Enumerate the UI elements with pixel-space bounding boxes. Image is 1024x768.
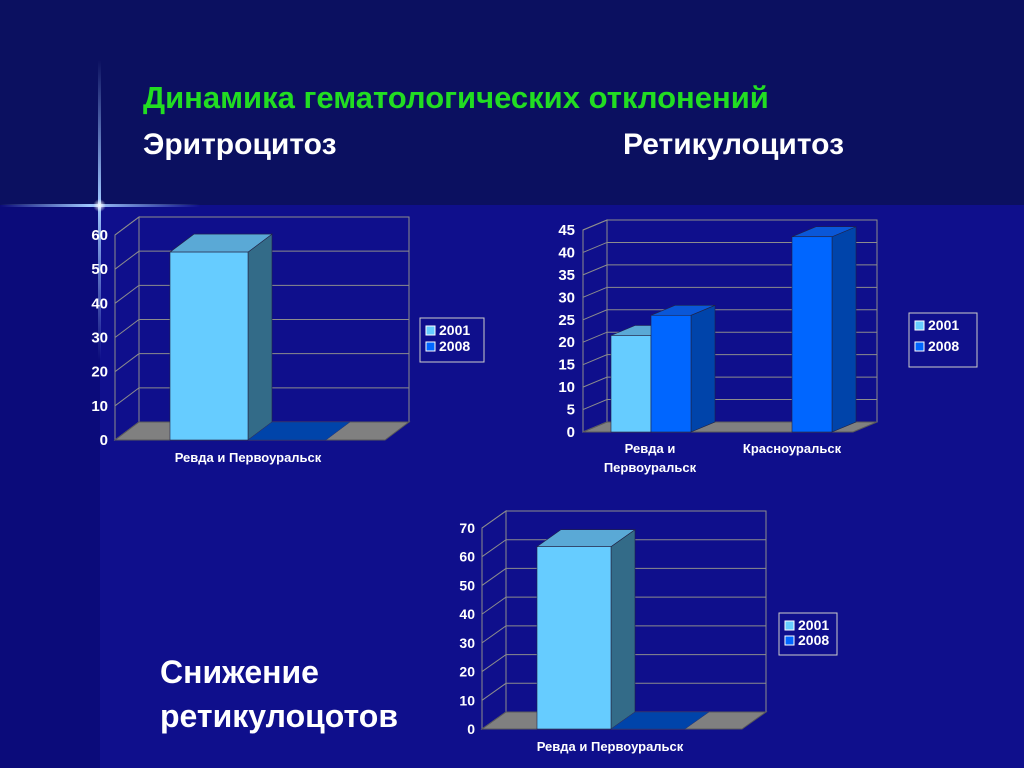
legend-label-2001: 2001 [798, 617, 829, 633]
y-tick-label: 60 [459, 549, 475, 565]
y-tick-label: 20 [459, 664, 475, 680]
category-label: Ревда и Первоуральск [175, 450, 322, 465]
gridline [114, 353, 409, 373]
gridline [114, 250, 409, 270]
y-tick-label: 20 [91, 364, 108, 381]
gridline [582, 376, 877, 388]
y-tick-label: 25 [558, 312, 575, 329]
category-label: Ревда и [625, 441, 676, 456]
y-tick-label: 5 [567, 402, 575, 419]
subtitle-reticulocytosis: Ретикулоцитоз [623, 128, 845, 161]
gridline [582, 241, 877, 253]
legend-swatch-2001 [784, 620, 795, 631]
legend-swatch-2008 [784, 635, 795, 646]
legend-label-2008: 2008 [439, 338, 470, 354]
light-star-decoration [93, 199, 106, 212]
category-label: Первоуральск [604, 460, 697, 475]
y-tick-label: 30 [91, 330, 108, 347]
legend-label-2001: 2001 [439, 322, 470, 338]
legend-box [419, 317, 485, 363]
gridline [481, 510, 766, 529]
legend-swatch-2001 [425, 325, 436, 336]
bar-2001-side [610, 529, 636, 730]
gridline [582, 399, 877, 411]
y-tick-label: 40 [459, 606, 475, 622]
y-tick-label: 20 [558, 334, 575, 351]
gridline [114, 216, 409, 236]
y-tick-label: 0 [100, 432, 108, 449]
gridline [114, 319, 409, 338]
y-tick-label: 10 [459, 692, 475, 708]
background-top-band [0, 0, 1024, 205]
y-tick-label: 30 [558, 289, 575, 306]
gridline [582, 264, 877, 276]
bar-2008 [650, 314, 692, 433]
background-left-band [0, 205, 100, 768]
y-tick-label: 40 [91, 295, 108, 312]
slide-title: Динамика гематологических отклонений [143, 80, 769, 115]
bar-2008-flat [247, 421, 351, 441]
legend-swatch-2001 [914, 320, 925, 331]
legend-label-2008: 2008 [928, 338, 959, 354]
legend-swatch-2008 [425, 341, 436, 352]
y-tick-label: 10 [558, 379, 575, 396]
category-label: Красноуральск [743, 441, 842, 456]
y-tick-label: 0 [467, 721, 475, 737]
gridline [481, 596, 766, 615]
y-tick-label: 45 [558, 222, 575, 239]
y-tick-label: 15 [558, 357, 575, 374]
subtitle-erythrocytosis: Эритроцитоз [143, 128, 337, 161]
gridline [481, 654, 766, 672]
legend-box [778, 612, 838, 656]
gridline [582, 331, 877, 343]
gridline [582, 309, 877, 321]
legend-box [908, 312, 978, 368]
y-tick-label: 50 [459, 577, 475, 593]
y-tick-label: 30 [459, 635, 475, 651]
plot-side-wall [481, 510, 507, 730]
gridline [481, 567, 766, 586]
y-tick-label: 35 [558, 267, 575, 284]
y-tick-label: 0 [567, 424, 575, 441]
gridline [582, 354, 877, 366]
note-line-2: ретикулоцотов [160, 698, 398, 734]
category-label: Ревда и Первоуральск [537, 739, 684, 754]
y-tick-label: 10 [91, 398, 108, 415]
gridline [582, 219, 877, 231]
bar-2001 [169, 251, 249, 441]
gridline [481, 682, 766, 701]
y-tick-label: 40 [558, 244, 575, 261]
gridline [582, 286, 877, 298]
reticulocyte-decrease-note: Снижение ретикулоцотов [160, 650, 398, 738]
legend-label-2008: 2008 [798, 632, 829, 648]
bar-2008 [791, 236, 833, 433]
gridline [114, 387, 409, 407]
bar-2008-flat [610, 711, 710, 730]
legend-label-2001: 2001 [928, 317, 959, 333]
y-tick-label: 60 [91, 227, 108, 244]
bar-2001 [610, 335, 652, 433]
bar-2001 [536, 546, 612, 730]
y-tick-label: 70 [459, 520, 475, 536]
gridline [481, 539, 766, 558]
legend-swatch-2008 [914, 341, 925, 352]
gridline [481, 625, 766, 644]
y-tick-label: 50 [91, 261, 108, 278]
gridline [114, 284, 409, 304]
note-line-1: Снижение [160, 654, 319, 690]
